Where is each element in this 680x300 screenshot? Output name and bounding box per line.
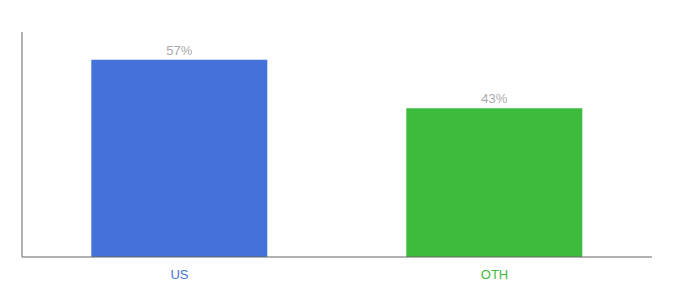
svg-text:OTH: OTH (481, 267, 508, 282)
svg-text:57%: 57% (166, 43, 192, 58)
svg-text:43%: 43% (481, 91, 507, 106)
svg-text:US: US (170, 267, 188, 282)
